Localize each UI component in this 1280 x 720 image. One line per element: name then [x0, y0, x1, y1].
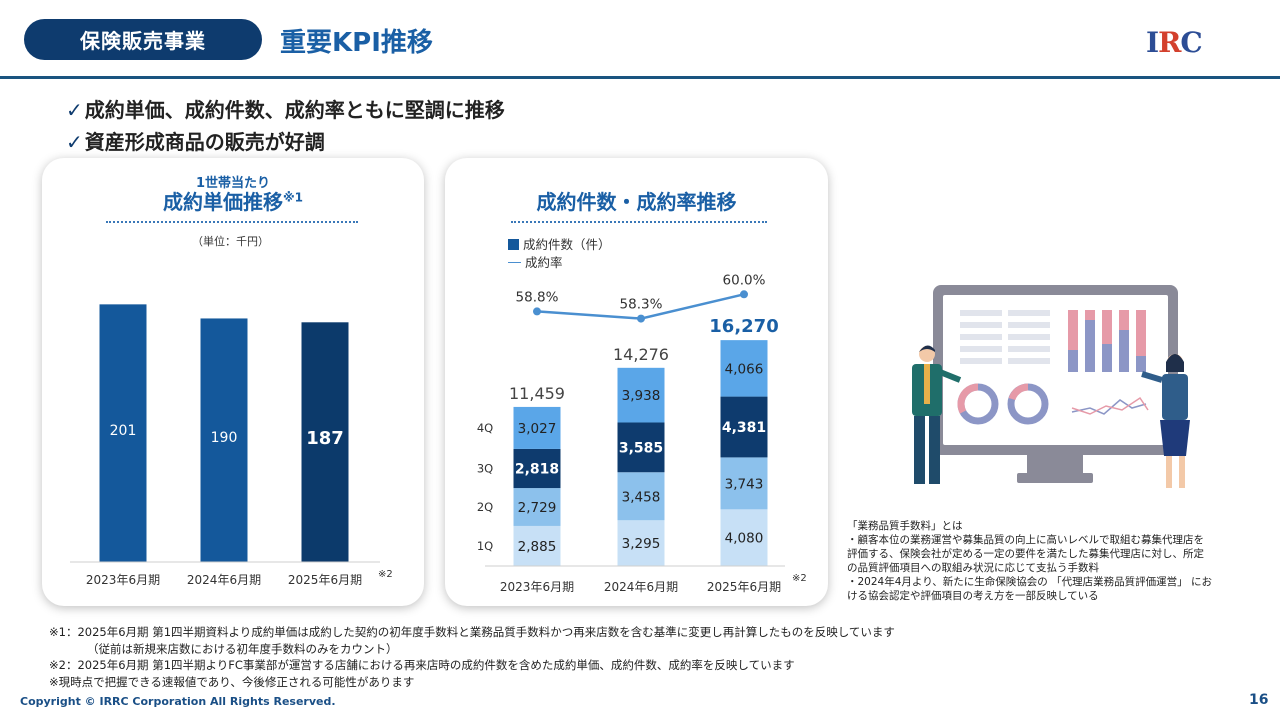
contracts-segment: [720, 396, 768, 458]
contracts-segment: [513, 406, 561, 449]
unit-price-value-label: 190: [211, 430, 238, 446]
legend-bar: 成約件数（件）: [508, 234, 611, 253]
contracts-segment: [617, 520, 665, 566]
unit-price-bar: [200, 318, 248, 562]
segment-value-label: 3,295: [622, 536, 661, 552]
segment-value-label: 4,080: [725, 531, 764, 547]
x-tick-label: 2023年6月期: [86, 573, 160, 587]
check-icon: ✓: [66, 130, 83, 154]
title-underline: [511, 221, 767, 223]
rate-value-label: 58.3%: [620, 297, 663, 313]
x-tick-label: 2025年6月期: [288, 573, 362, 587]
footnote-mark: ※2: [378, 569, 393, 580]
legend-swatch: [508, 239, 519, 250]
legend-line-swatch: [508, 262, 521, 263]
segment-value-label: 4,381: [722, 420, 766, 436]
footnote-2: ※2：2025年6月期 第1四半期よりFC事業部が運営する店舗における再来店時の…: [49, 658, 795, 672]
footnotes: ※1：2025年6月期 第1四半期資料より成約単価は成約した契約の初年度手数料と…: [49, 624, 1249, 690]
segment-value-label: 3,938: [622, 388, 661, 404]
screen-text-lines: [960, 310, 1050, 364]
rate-point: [637, 314, 645, 323]
rate-value-label: 58.8%: [516, 289, 559, 305]
quarter-label: 4Q: [477, 421, 493, 435]
segment-value-label: 3,027: [518, 421, 557, 437]
copyright: Copyright © IRRC Corporation All Rights …: [20, 695, 336, 708]
page-number: 16: [1249, 692, 1269, 708]
unit-price-chart: 201 2023年6月期 190 2024年6月期 187 2025年6月期: [70, 304, 380, 587]
x-tick-label: 2025年6月期: [707, 580, 781, 594]
presenter-woman: [1141, 354, 1190, 488]
x-tick-label: 2024年6月期: [604, 580, 678, 594]
contracts-chart: 2,885 2,729 2,818 3,027 11,459 2023年6月期 3,295 3…: [477, 272, 785, 594]
segment-value-label: 3,743: [725, 476, 764, 492]
footnote-mark: ※2: [792, 573, 807, 584]
contracts-segment: [513, 488, 561, 526]
total-value-label: 16,270: [709, 316, 778, 337]
segment-value-label: 2,729: [518, 500, 557, 516]
bullet-2: ✓ 資産形成商品の販売が好調: [66, 130, 325, 154]
segment-label: 保険販売事業: [24, 19, 262, 60]
presentation-illustration: [912, 285, 1190, 488]
unit-label: （単位：千円）: [192, 235, 269, 248]
contracts-segment: [720, 340, 768, 397]
contracts-segment: [720, 457, 768, 510]
unit-price-value-label: 201: [110, 423, 137, 439]
unit-price-subtitle: 1世帯当たり: [195, 176, 271, 191]
contracts-title: 成約件数・成約率推移: [536, 190, 737, 214]
total-value-label: 14,276: [613, 345, 669, 364]
unit-price-value-label: 187: [306, 428, 344, 449]
rate-point: [533, 307, 541, 316]
monitor-stand: [1027, 455, 1083, 477]
rate-point: [740, 290, 748, 299]
monitor-base: [1017, 473, 1093, 483]
screen-bars: [1068, 310, 1146, 372]
segment-value-label: 2,885: [518, 539, 557, 555]
footnote-1b: （従前は新規来店数における初年度手数料のみをカウント）: [87, 641, 398, 656]
contracts-segment: [513, 525, 561, 566]
footnote-1: ※1：2025年6月期 第1四半期資料より成約単価は成約した契約の初年度手数料と…: [49, 625, 895, 639]
rate-value-label: 60.0%: [723, 272, 766, 288]
company-logo: IRC: [1146, 26, 1203, 59]
check-icon: ✓: [66, 98, 83, 122]
quarter-label: 1Q: [477, 539, 493, 553]
x-tick-label: 2024年6月期: [187, 573, 261, 587]
unit-price-bar: [301, 322, 349, 562]
contracts-segment: [617, 472, 665, 521]
footnote-3: ※現時点で把握できる速報値であり、今後修正される可能性があります: [49, 674, 415, 689]
unit-price-title: 成約単価推移※1: [162, 190, 303, 214]
segment-value-label: 4,066: [725, 361, 764, 377]
segment-value-label: 3,585: [619, 440, 663, 456]
header-divider: [0, 76, 1280, 79]
legend-line: 成約率: [508, 252, 563, 271]
fee-definition-note: 「業務品質手数料」とは ・顧客本位の業務運営や募集品質の向上に高いレベルで取組む…: [847, 520, 1212, 602]
segment-value-label: 2,818: [515, 462, 559, 478]
screen-donuts: [957, 383, 1049, 425]
title-underline: [106, 221, 358, 223]
contracts-segment: [617, 422, 665, 473]
contracts-segment: [617, 367, 665, 423]
bullet-1: ✓ 成約単価、成約件数、成約率ともに堅調に推移: [66, 98, 505, 122]
page-title: 重要KPI推移: [280, 28, 433, 58]
segment-value-label: 3,458: [622, 489, 661, 505]
quarter-label: 3Q: [477, 462, 493, 476]
presenter-man: [912, 345, 962, 484]
total-value-label: 11,459: [509, 384, 565, 403]
quarter-label: 2Q: [477, 500, 493, 514]
x-tick-label: 2023年6月期: [500, 580, 574, 594]
contracts-segment: [720, 509, 768, 566]
unit-price-bar: [99, 304, 147, 562]
contracts-segment: [513, 448, 561, 489]
